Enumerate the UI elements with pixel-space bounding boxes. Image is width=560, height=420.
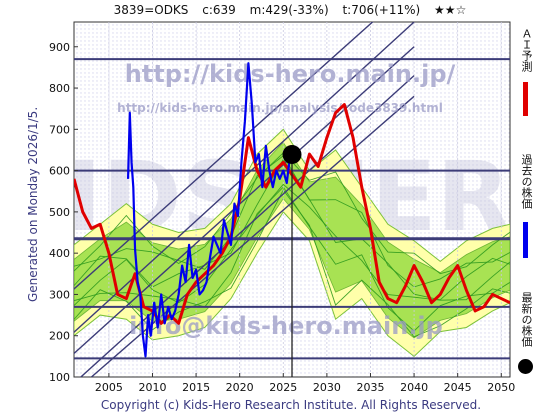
y-tick-label: 400	[49, 247, 70, 260]
y-tick-label: 900	[49, 41, 70, 54]
legend-swatch-ai	[523, 82, 528, 116]
trend-line	[79, 75, 415, 377]
x-tick-label: 2040	[400, 381, 428, 394]
latest-price-marker	[282, 145, 302, 165]
x-tick-label: 2025	[269, 381, 297, 394]
forecast-strand	[74, 152, 510, 275]
legend-marker-latest	[518, 359, 533, 374]
x-tick-label: 2010	[138, 381, 166, 394]
x-tick-label: 2015	[182, 381, 210, 394]
forecast-strand	[74, 155, 510, 288]
copyright-notice: Copyright (c) Kids-Hero Research Institu…	[100, 398, 482, 412]
legend-label-past: 過去の株価	[520, 154, 533, 209]
current-price: c:639	[202, 3, 236, 17]
y-tick-label: 200	[49, 330, 70, 343]
stock-code-name: 3839=ODKS	[113, 3, 189, 17]
target-price: t:706(+11%)	[342, 3, 421, 17]
y-tick-label: 600	[49, 165, 70, 178]
y-tick-label: 100	[49, 371, 70, 384]
trend-line	[74, 22, 374, 290]
x-tick-label: 2020	[226, 381, 254, 394]
legend-swatch-past	[523, 222, 528, 258]
x-tick-label: 2050	[487, 381, 515, 394]
chart-header: 3839=ODKS c:639 m:429(-33%) t:706(+11%) …	[70, 3, 510, 17]
rating-stars: ★★☆	[434, 3, 467, 17]
x-tick-label: 2005	[95, 381, 123, 394]
legend-label-ai: ＡＩ予測	[520, 28, 533, 72]
past-price-line	[126, 62, 292, 358]
x-tick-label: 2035	[356, 381, 384, 394]
trend-line	[90, 95, 415, 377]
x-tick-label: 2030	[313, 381, 341, 394]
forecast-strand	[74, 186, 510, 332]
legend-label-latest: 最新の株価	[520, 292, 533, 347]
y-tick-label: 500	[49, 206, 70, 219]
x-tick-label: 2045	[444, 381, 472, 394]
watermark-url-sub: http://kids-hero.main.jp/analysis/code38…	[117, 101, 443, 115]
watermark-url: http://kids-hero.main.jp/	[125, 60, 456, 88]
watermark-email: info@kids-hero.main.jp	[129, 312, 443, 340]
y-tick-label: 700	[49, 123, 70, 136]
trend-line	[74, 46, 415, 355]
y-tick-label: 800	[49, 82, 70, 95]
forecast-band-inner	[74, 141, 510, 339]
y-tick-label: 300	[49, 288, 70, 301]
forecast-strand	[74, 183, 510, 306]
min-price: m:429(-33%)	[249, 3, 329, 17]
